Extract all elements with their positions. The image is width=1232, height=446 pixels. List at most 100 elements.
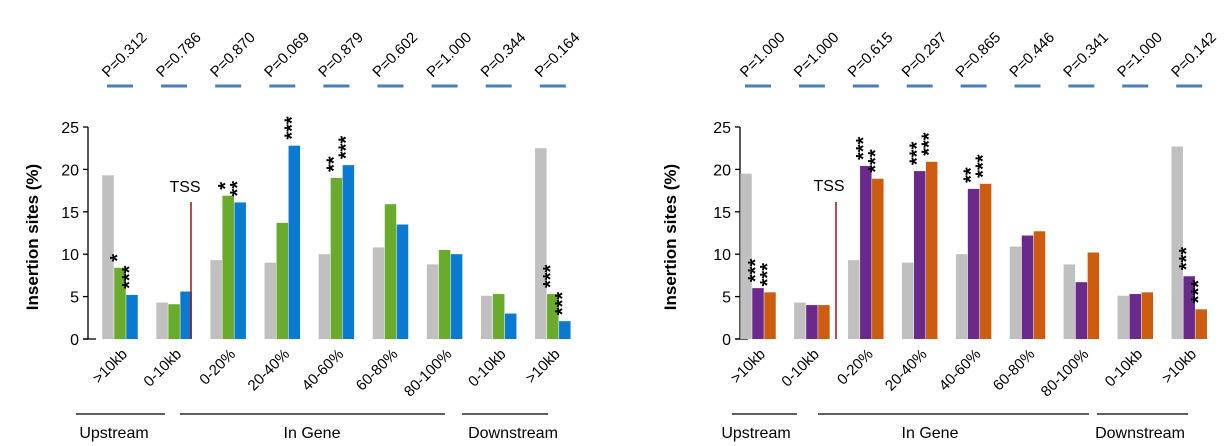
p-value-label: P=0.786 — [153, 29, 205, 81]
bar-2 — [1075, 282, 1088, 339]
p-value-label: P=1.000 — [737, 29, 789, 81]
y-tick-label: 5 — [722, 290, 731, 307]
significance-stars: *** — [853, 136, 875, 160]
category-label: 60-80% — [353, 346, 402, 395]
significance-stars: * — [107, 254, 129, 262]
p-value-label: P=0.341 — [1060, 29, 1112, 81]
p-value-label: P=1.000 — [423, 29, 475, 81]
p-value-label: P=0.142 — [1168, 29, 1220, 81]
category-label: >10kb — [728, 346, 769, 387]
bar-2 — [168, 304, 180, 339]
bar-1 — [426, 264, 439, 339]
p-value-label: P=0.602 — [369, 29, 421, 81]
bar-1 — [210, 260, 222, 339]
significance-stars: ** — [961, 167, 983, 183]
bar-3 — [1033, 231, 1046, 339]
y-tick-label: 0 — [70, 332, 79, 349]
category-label: 0-10kb — [465, 346, 509, 390]
bar-3 — [450, 254, 463, 339]
p-value-label: P=0.879 — [315, 29, 367, 81]
p-value-label: P=0.446 — [1006, 29, 1058, 81]
significance-stars: *** — [973, 154, 995, 178]
category-label: 0-10kb — [1102, 346, 1146, 390]
bar-2 — [1021, 235, 1034, 339]
category-label: 60-80% — [990, 346, 1039, 395]
category-label: 20-40% — [882, 346, 931, 395]
bar-3 — [559, 321, 571, 339]
bar-2 — [860, 166, 872, 339]
y-axis-label: Insertion sites (%) — [661, 164, 680, 310]
significance-stars: ** — [227, 181, 249, 197]
bar-1 — [1171, 146, 1183, 339]
p-value-label: P=1.000 — [791, 29, 843, 81]
bar-2 — [913, 171, 926, 339]
significance-stars: *** — [119, 265, 141, 289]
bar-1 — [1117, 295, 1130, 339]
category-label: >10kb — [90, 346, 131, 387]
bar-3 — [872, 178, 884, 339]
y-tick-label: 20 — [713, 162, 731, 179]
significance-stars: *** — [907, 142, 929, 166]
bar-2 — [492, 294, 505, 339]
significance-stars: *** — [1176, 247, 1198, 271]
y-tick-label: 0 — [722, 332, 731, 349]
y-tick-label: 20 — [61, 162, 79, 179]
bar-1 — [955, 254, 968, 339]
y-tick-label: 10 — [61, 247, 79, 264]
bar-1 — [102, 175, 114, 339]
bar-3 — [1087, 252, 1100, 339]
p-value-label: P=0.069 — [261, 29, 313, 81]
bar-2 — [438, 249, 451, 339]
p-value-label: P=0.164 — [532, 29, 584, 81]
bar-1 — [318, 254, 331, 339]
bar-1 — [535, 148, 547, 339]
category-label: 80-100% — [1038, 346, 1092, 400]
tss-label: TSS — [169, 179, 200, 196]
y-tick-label: 15 — [713, 205, 731, 222]
y-tick-label: 10 — [713, 247, 731, 264]
bar-1 — [794, 302, 806, 339]
bar-1 — [1063, 264, 1076, 339]
group-label: Downstream — [1095, 425, 1185, 442]
significance-stars: *** — [919, 132, 941, 156]
category-label: >10kb — [522, 346, 563, 387]
category-label: 0-10kb — [140, 346, 184, 390]
p-value-label: P=1.000 — [1114, 29, 1166, 81]
tss-label: TSS — [813, 178, 844, 195]
bar-3 — [126, 294, 138, 339]
bar-3 — [504, 313, 517, 339]
category-label: >10kb — [1159, 346, 1200, 387]
category-label: 0-20% — [834, 346, 877, 389]
bar-3 — [818, 305, 830, 339]
bar-3 — [396, 224, 409, 339]
bar-3 — [979, 183, 992, 339]
category-label: 0-10kb — [778, 346, 822, 390]
bar-2 — [222, 195, 234, 339]
significance-stars: *** — [865, 149, 887, 173]
bar-2 — [114, 267, 126, 339]
group-label: Upstream — [721, 425, 790, 442]
bar-3 — [925, 161, 938, 339]
y-axis-label: Insertion sites (%) — [23, 164, 42, 310]
bar-2 — [276, 222, 289, 339]
bar-3 — [764, 292, 776, 339]
significance-stars: * — [215, 182, 237, 190]
bar-3 — [180, 291, 192, 339]
y-tick-label: 25 — [61, 120, 79, 137]
bar-3 — [234, 202, 246, 339]
group-label: Upstream — [79, 425, 148, 442]
significance-stars: *** — [552, 292, 574, 316]
bar-3 — [1141, 292, 1154, 339]
p-value-label: P=0.312 — [99, 29, 151, 81]
bar-1 — [740, 173, 752, 339]
bar-1 — [480, 295, 493, 339]
bar-2 — [806, 305, 818, 339]
y-tick-label: 5 — [70, 290, 79, 307]
p-value-label: P=0.615 — [845, 29, 897, 81]
bar-1 — [156, 302, 168, 339]
bar-2 — [1129, 294, 1142, 339]
category-label: 80-100% — [401, 346, 455, 400]
bar-3 — [1195, 309, 1207, 339]
bar-2 — [1183, 276, 1195, 339]
